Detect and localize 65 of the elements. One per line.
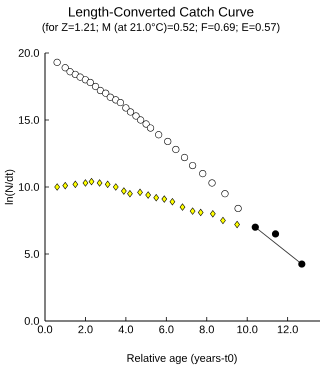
point bbox=[221, 190, 229, 198]
point bbox=[234, 220, 240, 228]
point bbox=[76, 74, 84, 81]
point bbox=[54, 58, 61, 66]
y-tick-label: 10.0 bbox=[18, 183, 40, 191]
x-axis-title: Relative age (years-t0) bbox=[127, 354, 237, 364]
point bbox=[145, 191, 151, 199]
point bbox=[198, 208, 204, 216]
x-tick-label: 12.0 bbox=[278, 326, 298, 334]
point bbox=[146, 124, 154, 132]
point bbox=[137, 188, 143, 196]
point bbox=[66, 68, 74, 76]
y-tick-label: 0.0 bbox=[24, 317, 40, 325]
point bbox=[62, 64, 69, 72]
x-tick-label: 6.0 bbox=[159, 326, 174, 334]
chart-subtitle: (for Z=1.21; M (at 21.0°C)=0.52; F=0.69; E=0.57) bbox=[42, 22, 280, 34]
point bbox=[180, 154, 188, 162]
point bbox=[132, 112, 140, 120]
point bbox=[121, 187, 127, 195]
x-tick-label: 8.0 bbox=[200, 326, 214, 334]
point bbox=[272, 230, 280, 238]
point bbox=[137, 116, 144, 124]
point bbox=[220, 216, 226, 224]
y-tick-label: 20.0 bbox=[18, 49, 40, 57]
point bbox=[122, 104, 130, 112]
point bbox=[190, 208, 196, 215]
point bbox=[92, 82, 100, 90]
y-tick-label: 15.0 bbox=[18, 116, 40, 124]
x-tick-label: 10.0 bbox=[237, 326, 258, 334]
x-tick-label: 2.0 bbox=[78, 326, 93, 334]
point bbox=[96, 179, 102, 187]
point bbox=[72, 180, 78, 188]
point bbox=[180, 204, 186, 211]
y-axis-title: ln(N/dt) bbox=[4, 170, 16, 204]
point bbox=[162, 195, 168, 203]
point bbox=[88, 178, 94, 186]
point bbox=[155, 131, 162, 138]
point bbox=[127, 190, 133, 198]
point bbox=[112, 183, 119, 191]
point bbox=[189, 162, 196, 170]
point bbox=[208, 179, 216, 187]
point bbox=[86, 78, 94, 86]
point bbox=[210, 210, 216, 218]
y-tick-label: 5.0 bbox=[24, 250, 40, 258]
point bbox=[153, 194, 159, 202]
point bbox=[96, 86, 104, 94]
point bbox=[104, 180, 110, 188]
point bbox=[170, 198, 176, 206]
point bbox=[252, 224, 259, 231]
point bbox=[82, 179, 88, 187]
point bbox=[54, 183, 60, 191]
x-tick-label: 4.0 bbox=[118, 326, 134, 334]
point bbox=[106, 94, 114, 101]
point bbox=[298, 260, 306, 268]
point bbox=[234, 204, 242, 212]
point bbox=[172, 146, 180, 154]
point bbox=[199, 170, 206, 178]
point bbox=[62, 182, 68, 190]
point bbox=[102, 90, 110, 97]
chart-title: Length-Converted Catch Curve bbox=[69, 6, 254, 20]
point bbox=[116, 98, 124, 106]
point bbox=[142, 120, 150, 128]
x-tick-label: 0.0 bbox=[38, 326, 52, 334]
point bbox=[164, 138, 172, 146]
point bbox=[126, 108, 134, 116]
